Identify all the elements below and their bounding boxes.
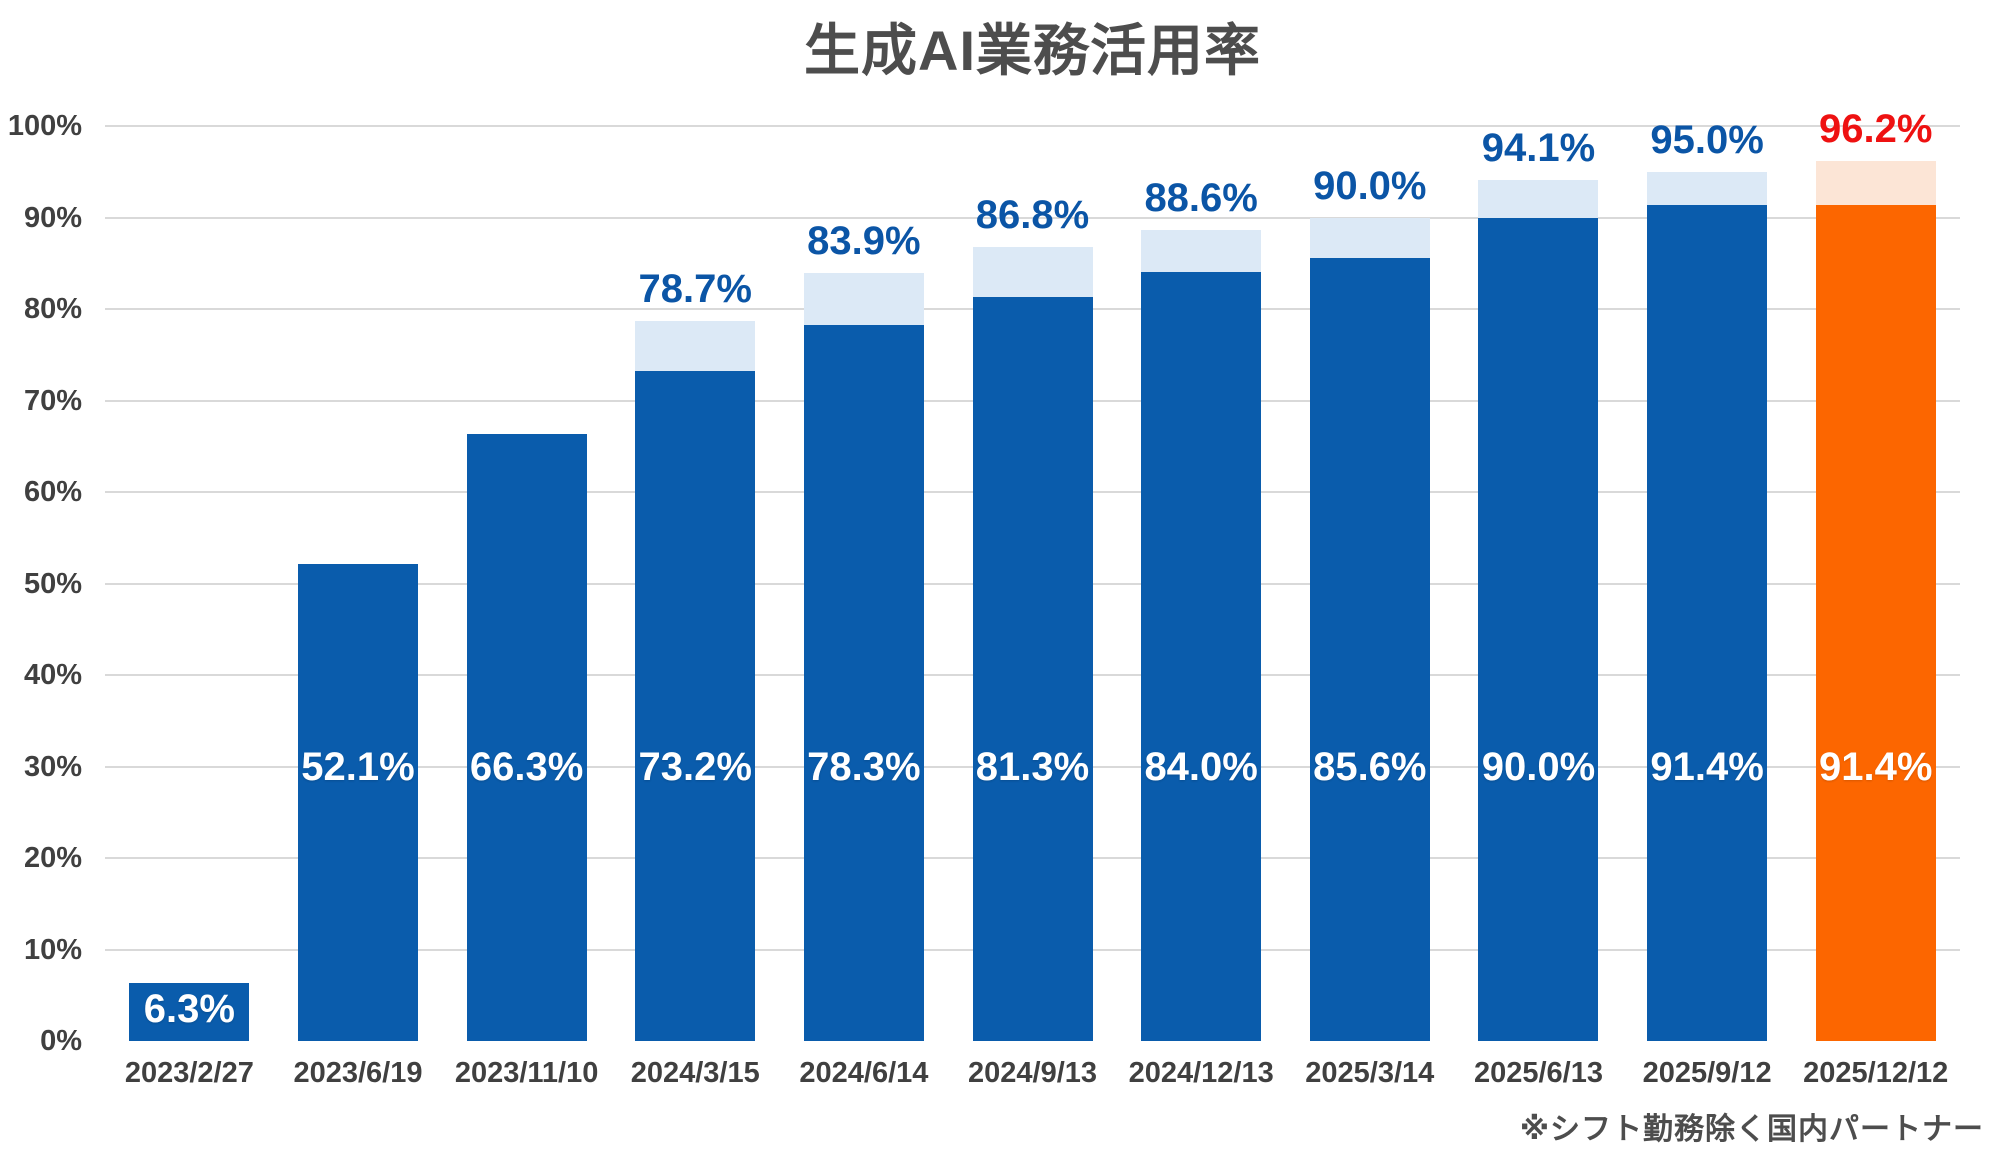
y-tick-label: 40% bbox=[23, 659, 82, 691]
bar-value-label: 78.3% bbox=[807, 744, 921, 789]
bar-value-label: 81.3% bbox=[975, 744, 1090, 789]
bar-segment-top bbox=[1309, 217, 1430, 258]
bar-2025/12/12: 91.4% 96.2% bbox=[1791, 107, 1960, 1041]
bar-segment-top bbox=[635, 320, 756, 372]
bar-value-label: 52.1% bbox=[301, 744, 415, 789]
bar-2023/11/10: 66.3% bbox=[442, 126, 611, 1041]
bar-value-label: 90.0% bbox=[1481, 744, 1596, 789]
bar-value-label: 73.2% bbox=[638, 744, 752, 789]
bar-2023/6/19: 52.1% bbox=[274, 126, 443, 1041]
bar-total-label: 83.9% bbox=[807, 219, 921, 264]
bar-2024/6/14: 78.3% 83.9% bbox=[780, 126, 949, 1041]
bar-total-label: 88.6% bbox=[1144, 176, 1258, 221]
bar-segment-top bbox=[1478, 180, 1599, 218]
gridline-100 bbox=[105, 125, 1960, 127]
bar-total-label: 94.1% bbox=[1481, 126, 1596, 170]
bar-2024/9/13: 81.3% 86.8% bbox=[948, 126, 1117, 1041]
bar-value-label: 91.4% bbox=[1650, 744, 1764, 789]
plot-area: 6.3% 52.1% 66.3% 73.2% 78.7% 78.3% 83.9% 81.3% 8… bbox=[105, 107, 1960, 1041]
bar-value-label: 85.6% bbox=[1313, 744, 1427, 789]
y-tick-label: 50% bbox=[23, 567, 82, 600]
bar-total-label: 86.8% bbox=[975, 192, 1090, 237]
bar-segment-main bbox=[1647, 204, 1768, 1041]
y-tick-label: 0% bbox=[40, 1025, 82, 1057]
y-tick-label: 20% bbox=[23, 842, 82, 874]
bar-2024/3/15: 73.2% 78.7% bbox=[611, 126, 780, 1041]
bar-value-label: 84.0% bbox=[1144, 744, 1258, 789]
x-tick-label: 2024/3/15 bbox=[630, 1057, 760, 1089]
bar-segment-top bbox=[1647, 171, 1768, 205]
y-tick-label: 60% bbox=[23, 476, 82, 508]
bar-2025/6/13: 90.0% 94.1% bbox=[1454, 126, 1623, 1041]
gridline-90 bbox=[105, 216, 1960, 219]
x-tick-label: 2025/9/12 bbox=[1642, 1057, 1772, 1089]
x-tick-label: 2023/6/19 bbox=[293, 1057, 423, 1089]
bar-segment-main bbox=[297, 564, 418, 1041]
bar-segment-top bbox=[972, 246, 1093, 298]
y-axis: 100% 90% 80% 70% 60% 50% 40% 30% 20% 10% 0% bbox=[0, 110, 88, 1057]
bar-segment-top bbox=[803, 273, 924, 325]
bar-value-label: 6.3% bbox=[143, 987, 235, 1031]
x-tick-label: 2023/11/10 bbox=[454, 1057, 599, 1089]
bar-segment-main bbox=[803, 324, 924, 1041]
bar-segment-main bbox=[1309, 257, 1430, 1041]
x-axis: 2023/2/27 2023/6/19 2023/11/10 2024/3/15 202… bbox=[105, 1053, 1960, 1093]
bar-2025/3/14: 85.6% 90.0% bbox=[1285, 126, 1454, 1041]
x-tick-label: 2024/9/13 bbox=[968, 1057, 1098, 1089]
bar-segment-main bbox=[972, 297, 1093, 1041]
bar-total-label: 95.0% bbox=[1650, 117, 1764, 162]
y-tick-label: 100% bbox=[7, 110, 82, 142]
bar-2023/2/27: 6.3% bbox=[105, 126, 274, 1041]
bar-value-label: 66.3% bbox=[469, 744, 584, 789]
y-tick-label: 80% bbox=[23, 293, 82, 325]
bar-segment-main bbox=[1141, 272, 1262, 1041]
y-tick-label: 10% bbox=[23, 933, 82, 966]
x-tick-label: 2024/6/14 bbox=[799, 1057, 929, 1089]
bar-segment-top bbox=[1141, 230, 1262, 273]
x-tick-label: 2023/2/27 bbox=[124, 1057, 254, 1089]
bar-2024/12/13: 84.0% 88.6% bbox=[1117, 126, 1286, 1041]
bars-row: 6.3% 52.1% 66.3% 73.2% 78.7% 78.3% 83.9% 81.3% 8… bbox=[105, 107, 1960, 1041]
bar-segment-main bbox=[129, 983, 250, 1041]
x-tick-label: 2024/12/13 bbox=[1128, 1057, 1274, 1089]
bar-total-label: 96.2% bbox=[1819, 106, 1933, 151]
footnote: ※シフト勤務除く国内パートナー bbox=[1519, 1113, 1984, 1146]
bar-total-label: 90.0% bbox=[1313, 163, 1427, 208]
x-tick-label: 2025/3/14 bbox=[1305, 1057, 1435, 1089]
bar-2025/9/12: 91.4% 95.0% bbox=[1623, 118, 1792, 1041]
bar-segment-main bbox=[1815, 204, 1936, 1041]
x-tick-label: 2025/6/13 bbox=[1473, 1057, 1603, 1089]
bar-segment-main bbox=[1478, 217, 1599, 1041]
bar-segment-main bbox=[466, 434, 587, 1041]
x-tick-label: 2025/12/12 bbox=[1803, 1057, 1949, 1089]
y-tick-label: 30% bbox=[23, 750, 82, 783]
chart-title: 生成AI業務活用率 bbox=[804, 19, 1261, 82]
bar-total-label: 78.7% bbox=[638, 266, 752, 311]
bar-value-label: 91.4% bbox=[1819, 744, 1933, 789]
bar-segment-main bbox=[635, 371, 756, 1041]
y-tick-label: 90% bbox=[23, 201, 82, 234]
bar-segment-top bbox=[1815, 160, 1936, 205]
y-tick-label: 70% bbox=[23, 384, 82, 417]
